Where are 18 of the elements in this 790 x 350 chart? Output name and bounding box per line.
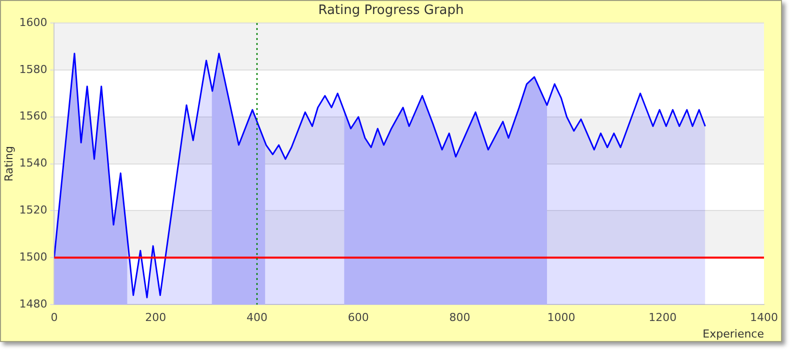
y-tick-label: 1540: [19, 156, 48, 170]
x-tick-label: 200: [145, 311, 166, 324]
y-tick-label: 1560: [19, 110, 48, 123]
y-tick-label: 1480: [19, 297, 48, 310]
x-tick-label: 1000: [547, 311, 576, 324]
x-tick-label: 400: [246, 311, 268, 324]
x-tick-label: 0: [50, 311, 58, 324]
x-tick-label: 1400: [750, 311, 778, 324]
x-axis-title: Experience: [702, 327, 764, 340]
y-tick-label: 1520: [19, 204, 48, 217]
x-tick-label: 1200: [648, 311, 677, 324]
chart-title: Rating Progress Graph: [318, 3, 464, 18]
x-tick-label: 600: [348, 311, 369, 324]
y-tick-label: 1580: [19, 62, 48, 76]
y-tick-label: 1500: [19, 250, 48, 264]
y-axis-title: Rating: [2, 146, 16, 182]
x-tick-label: 800: [449, 311, 470, 324]
y-tick-label: 1600: [19, 16, 48, 29]
